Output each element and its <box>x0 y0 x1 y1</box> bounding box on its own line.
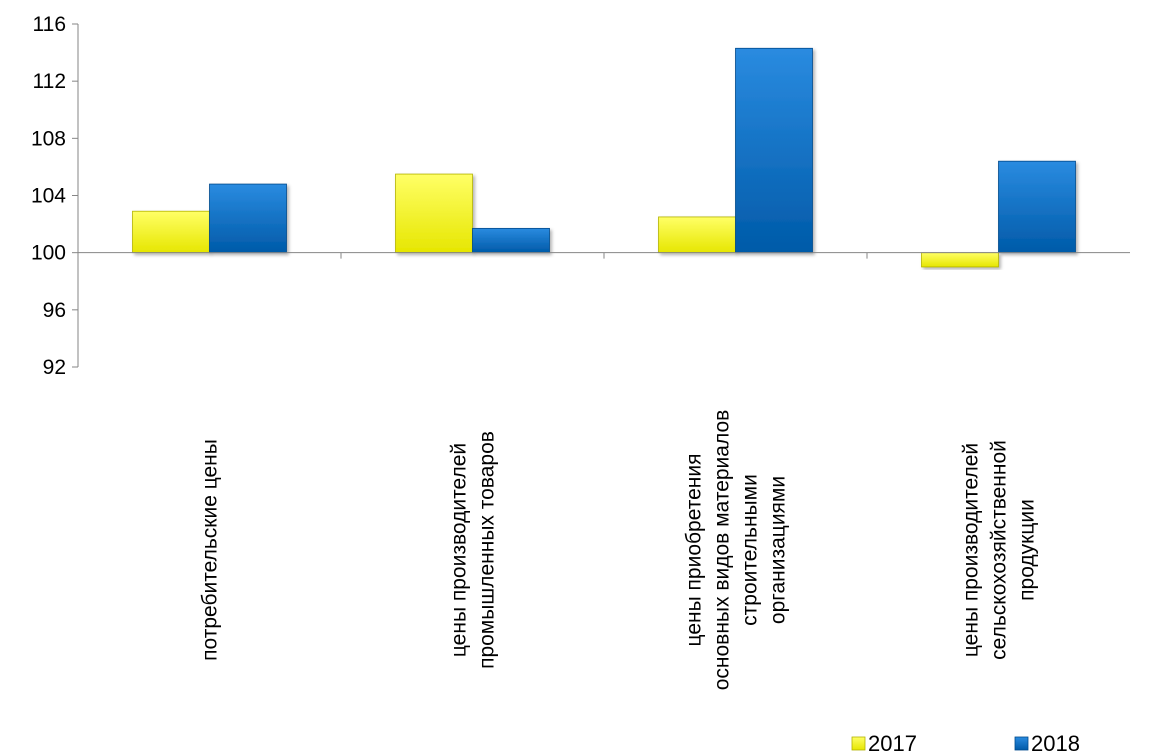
bar-2018-1 <box>472 227 550 254</box>
bar-2018-0 <box>209 183 287 254</box>
labels-layer: потребительские цены цены производителей п… <box>199 410 1039 691</box>
y-tick-label: 92 <box>43 356 66 379</box>
category-label-line: цены приобретения <box>683 454 706 647</box>
bar-2017-1 <box>395 173 473 254</box>
category-label-line: продукции <box>1016 499 1039 601</box>
bar-2018-3 <box>998 160 1076 254</box>
y-tick-label: 104 <box>31 185 66 208</box>
legend-item-2018: 2018 <box>1014 731 1080 755</box>
y-tick-label: 100 <box>31 242 66 265</box>
category-label-line: сельскохозяйственной <box>988 440 1011 660</box>
legend-item-2017: 2017 <box>851 731 917 755</box>
category-label-line: строительными <box>739 474 762 626</box>
category-label-0: потребительские цены <box>199 439 222 661</box>
y-tick-label: 108 <box>31 127 66 150</box>
legend: 2017 2018 <box>851 731 1080 755</box>
legend-swatch <box>851 736 866 751</box>
category-label-line: организациями <box>767 476 790 624</box>
bars-layer <box>132 47 1076 268</box>
y-tick-label: 112 <box>33 70 66 93</box>
category-label-1: цены производителей промышленных товаров <box>448 431 499 669</box>
y-tick-label: 96 <box>43 299 66 322</box>
category-label-line: потребительские цены <box>199 439 222 661</box>
legend-label: 2018 <box>1031 731 1080 755</box>
category-label-line: промышленных товаров <box>476 431 499 669</box>
category-label-3: цены производителей сельскохозяйственной п… <box>960 440 1039 660</box>
axis-layer: 92 96 100 104 108 112 116 <box>31 13 1130 379</box>
y-tick-label: 116 <box>33 13 66 36</box>
category-label-line: цены производителей <box>448 443 471 657</box>
category-label-2: цены приобретения основных видов материал… <box>683 410 790 691</box>
legend-swatch <box>1014 736 1029 751</box>
category-label-line: основных видов материалов <box>711 410 734 691</box>
bar-2018-2 <box>735 47 813 254</box>
bar-2017-2 <box>658 216 736 254</box>
bar-2017-0 <box>132 210 210 254</box>
category-label-line: цены производителей <box>960 443 983 657</box>
bar-2017-3 <box>921 252 999 268</box>
legend-label: 2017 <box>868 731 917 755</box>
